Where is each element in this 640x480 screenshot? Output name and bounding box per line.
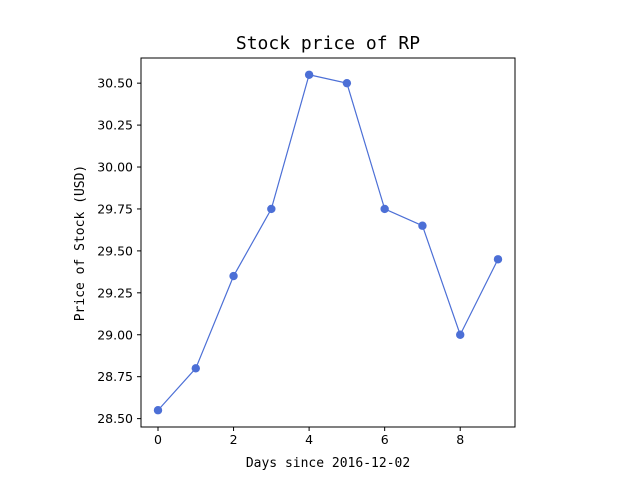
data-point — [494, 255, 502, 263]
y-tick-label: 30.25 — [97, 118, 133, 133]
y-tick-label: 28.75 — [97, 369, 133, 384]
x-tick-label: 2 — [230, 432, 238, 447]
x-tick-label: 0 — [154, 432, 162, 447]
data-point — [418, 222, 426, 230]
x-tick-label: 4 — [305, 432, 313, 447]
data-point — [380, 205, 388, 213]
data-point — [305, 71, 313, 79]
y-axis: 28.50 28.75 29.00 29.25 29.50 29.75 30.00 30.25… — [97, 76, 141, 426]
chart-title: Stock price of RP — [236, 33, 420, 54]
data-point — [154, 406, 162, 414]
x-axis: 0 2 4 6 8 — [154, 427, 464, 447]
y-tick-label: 30.00 — [97, 160, 133, 175]
y-axis-label: Price of Stock (USD) — [73, 165, 88, 322]
data-point — [192, 364, 200, 372]
y-tick-label: 29.50 — [97, 243, 133, 258]
y-tick-label: 29.00 — [97, 327, 133, 342]
data-point — [343, 79, 351, 87]
data-point — [456, 331, 464, 339]
x-tick-label: 8 — [456, 432, 464, 447]
data-point — [267, 205, 275, 213]
y-tick-label: 28.50 — [97, 411, 133, 426]
y-tick-label: 30.50 — [97, 76, 133, 91]
y-tick-label: 29.25 — [97, 285, 133, 300]
data-point — [229, 272, 237, 280]
x-tick-label: 6 — [381, 432, 389, 447]
x-axis-label: Days since 2016-12-02 — [246, 456, 410, 471]
y-tick-label: 29.75 — [97, 201, 133, 216]
